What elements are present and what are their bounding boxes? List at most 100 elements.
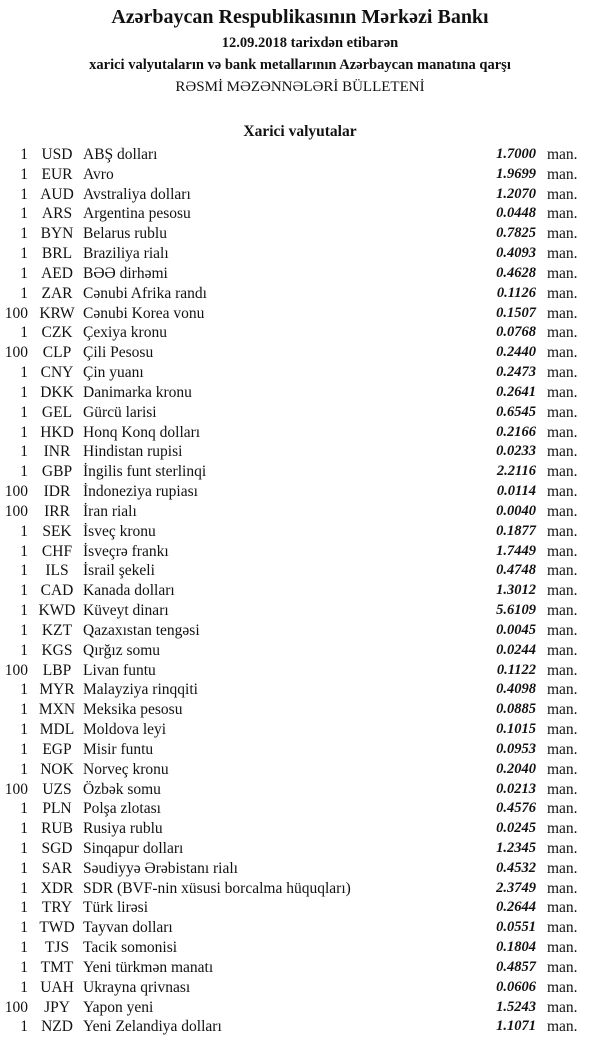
currency-row: 1 TWD Tayvan dolları 0.0551 man.	[0, 918, 600, 938]
exchange-rate: 0.0233	[496, 443, 536, 460]
exchange-rate: 2.3749	[496, 879, 536, 896]
currency-name: Malayziya rinqqiti	[83, 681, 198, 699]
currency-name: Braziliya rialı	[83, 245, 169, 263]
unit-label: man.	[547, 998, 578, 1016]
currency-name: Belarus rublu	[83, 225, 167, 243]
exchange-rate: 1.9699	[496, 165, 536, 182]
exchange-rate: 0.0245	[496, 820, 536, 837]
currency-row: 1 ILS İsrail şekeli 0.4748 man.	[0, 561, 600, 581]
currency-name: Çili Pesosu	[83, 344, 154, 362]
currency-code: SGD	[41, 839, 73, 857]
unit-label: man.	[547, 879, 578, 897]
unit-label: man.	[547, 958, 578, 976]
currency-quantity: 1	[20, 522, 28, 540]
currency-quantity: 1	[20, 284, 28, 302]
currency-name: Misir funtu	[83, 740, 154, 758]
currency-code: CHF	[41, 542, 73, 560]
unit-label: man.	[547, 839, 578, 857]
exchange-rate: 1.3012	[496, 582, 536, 599]
currency-name: Cənubi Korea vonu	[83, 304, 205, 322]
currency-name: Avro	[83, 165, 114, 183]
currency-quantity: 1	[20, 839, 28, 857]
currency-quantity: 1	[20, 403, 28, 421]
exchange-rate: 0.1122	[496, 661, 536, 678]
currency-quantity: 1	[20, 185, 28, 203]
currency-code: ILS	[45, 562, 69, 580]
currency-table: 1 USD ABŞ dolları 1.7000 man. 1 EUR Avro 1.9699 m…	[0, 145, 600, 1037]
currency-quantity: 1	[20, 205, 28, 223]
exchange-rate: 0.4748	[496, 562, 536, 579]
unit-label: man.	[547, 284, 578, 302]
currency-row: 1 INR Hindistan rupisi 0.0233 man.	[0, 442, 600, 462]
currency-row: 1 CAD Kanada dolları 1.3012 man.	[0, 581, 600, 601]
exchange-rate: 0.0953	[496, 740, 536, 757]
unit-label: man.	[547, 324, 578, 342]
currency-quantity: 1	[20, 264, 28, 282]
currency-name: BƏƏ dirhəmi	[83, 264, 168, 282]
currency-name: Polşa zlotası	[83, 800, 161, 818]
exchange-rate: 0.4098	[496, 681, 536, 698]
currency-quantity: 1	[20, 245, 28, 263]
unit-label: man.	[547, 681, 578, 699]
currency-quantity: 1	[20, 721, 28, 739]
currency-name: Cənubi Afrika randı	[83, 284, 207, 302]
currency-code: SAR	[41, 859, 73, 877]
currency-row: 1 GEL Gürcü larisi 0.6545 man.	[0, 403, 600, 423]
currency-row: 100 IDR İndoneziya rupiası 0.0114 man.	[0, 482, 600, 502]
unit-label: man.	[547, 621, 578, 639]
currency-row: 1 DKK Danimarka kronu 0.2641 man.	[0, 383, 600, 403]
currency-code: BRL	[41, 245, 73, 263]
currency-code: JPY	[44, 998, 70, 1016]
currency-row: 1 CHF İsveçrə frankı 1.7449 man.	[0, 542, 600, 562]
currency-row: 1 AUD Avstraliya dolları 1.2070 man.	[0, 185, 600, 205]
currency-row: 100 UZS Özbək somu 0.0213 man.	[0, 780, 600, 800]
unit-label: man.	[547, 661, 578, 679]
currency-row: 1 ZAR Cənubi Afrika randı 0.1126 man.	[0, 284, 600, 304]
currency-code: RUB	[41, 820, 73, 838]
exchange-rate: 0.2641	[496, 383, 536, 400]
currency-row: 1 KZT Qazaxıstan tengəsi 0.0045 man.	[0, 621, 600, 641]
currency-quantity: 1	[20, 1018, 28, 1036]
currency-name: Tayvan dolları	[83, 919, 173, 937]
currency-code: KGS	[41, 641, 73, 659]
exchange-rate: 0.0213	[496, 780, 536, 797]
currency-quantity: 1	[20, 165, 28, 183]
currency-name: Meksika pesosu	[83, 701, 183, 719]
unit-label: man.	[547, 542, 578, 560]
currency-row: 1 CNY Çin yuanı 0.2473 man.	[0, 363, 600, 383]
currency-name: Kanada dolları	[83, 582, 175, 600]
currency-quantity: 1	[20, 602, 28, 620]
currency-quantity: 1	[20, 621, 28, 639]
currency-code: TWD	[39, 919, 75, 937]
currency-row: 1 NZD Yeni Zelandiya dolları 1.1071 man.	[0, 1017, 600, 1037]
currency-name: Səudiyyə Ərəbistanı rialı	[83, 859, 238, 877]
exchange-rate: 0.0114	[496, 483, 536, 500]
currency-row: 1 TRY Türk lirəsi 0.2644 man.	[0, 898, 600, 918]
exchange-rate: 0.7825	[496, 225, 536, 242]
currency-row: 1 MDL Moldova leyi 0.1015 man.	[0, 720, 600, 740]
currency-row: 1 TMT Yeni türkmən manatı 0.4857 man.	[0, 958, 600, 978]
currency-quantity: 1	[20, 364, 28, 382]
currency-row: 1 KGS Qırğız somu 0.0244 man.	[0, 641, 600, 661]
currency-code: EGP	[42, 740, 72, 758]
currency-quantity: 1	[20, 939, 28, 957]
unit-label: man.	[547, 582, 578, 600]
unit-label: man.	[547, 205, 578, 223]
currency-row: 1 MYR Malayziya rinqqiti 0.4098 man.	[0, 680, 600, 700]
currency-code: ZAR	[41, 284, 73, 302]
unit-label: man.	[547, 245, 578, 263]
currency-name: İran rialı	[83, 502, 137, 520]
currency-row: 1 CZK Çexiya kronu 0.0768 man.	[0, 323, 600, 343]
currency-quantity: 1	[20, 820, 28, 838]
currency-name: Yeni türkmən manatı	[83, 958, 214, 976]
currency-quantity: 1	[20, 542, 28, 560]
currency-row: 1 HKD Honq Konq dolları 0.2166 man.	[0, 423, 600, 443]
unit-label: man.	[547, 146, 578, 163]
currency-code: CNY	[40, 364, 74, 382]
currency-name: Türk lirəsi	[83, 899, 148, 917]
currency-name: Çexiya kronu	[83, 324, 167, 342]
currency-code: MDL	[39, 721, 75, 739]
currency-quantity: 1	[20, 800, 28, 818]
currency-name: Yapon yeni	[83, 998, 154, 1016]
unit-label: man.	[547, 1018, 578, 1036]
